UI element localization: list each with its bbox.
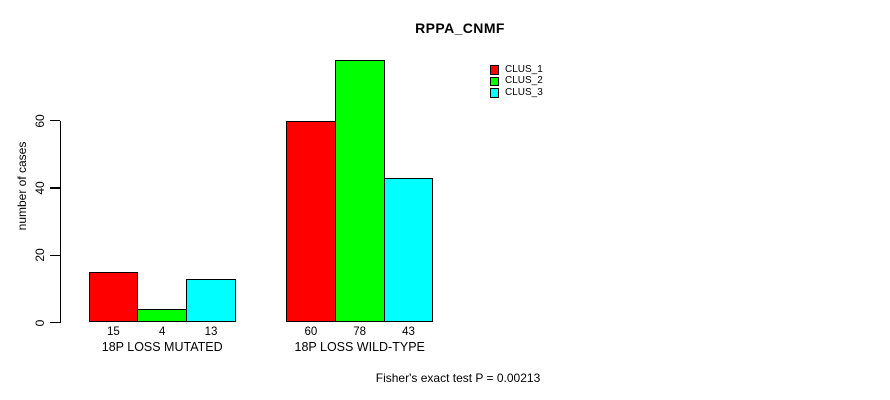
bar-clus_1-group1 xyxy=(88,272,139,323)
bar-value-label: 60 xyxy=(304,326,318,338)
bar-value-label: 15 xyxy=(106,326,120,338)
chart-title: RPPA_CNMF xyxy=(415,20,505,36)
fisher-test-note: Fisher's exact test P = 0.00213 xyxy=(375,371,541,385)
legend-label: CLUS_3 xyxy=(505,86,543,98)
legend-item-clus_2: CLUS_2 xyxy=(489,75,543,87)
bar-value-label: 4 xyxy=(158,326,166,338)
bar-clus_2-group1 xyxy=(137,309,188,323)
y-tick-mark xyxy=(50,254,60,256)
bar-value-label: 43 xyxy=(402,326,415,338)
legend-item-clus_1: CLUS_1 xyxy=(489,64,543,76)
y-axis-line xyxy=(59,120,61,324)
category-label: 18P LOSS MUTATED xyxy=(101,339,223,354)
bar-clus_1-group2 xyxy=(286,120,336,323)
bar-clus_3-group1 xyxy=(186,278,236,323)
legend-label: CLUS_2 xyxy=(505,75,543,87)
y-axis-label: number of cases xyxy=(15,141,29,231)
bar-clus_3-group2 xyxy=(383,177,434,323)
legend-swatch-clus_2 xyxy=(489,76,499,87)
legend-swatch-clus_3 xyxy=(489,88,499,98)
bar-clus_2-group2 xyxy=(334,60,385,323)
legend-item-clus_3: CLUS_3 xyxy=(489,86,543,98)
y-tick-label: 0 xyxy=(33,319,47,326)
legend-swatch-clus_1 xyxy=(489,65,499,75)
bar-value-label: 78 xyxy=(353,326,367,338)
legend-label: CLUS_1 xyxy=(505,64,543,75)
category-label: 18P LOSS WILD-TYPE xyxy=(294,339,425,354)
y-tick-mark xyxy=(50,120,60,122)
bar-value-label: 13 xyxy=(204,326,218,338)
y-tick-label: 20 xyxy=(33,248,47,262)
y-tick-mark xyxy=(50,321,60,324)
y-tick-label: 40 xyxy=(33,181,47,195)
y-tick-mark xyxy=(50,187,60,189)
y-tick-label: 60 xyxy=(33,114,47,128)
